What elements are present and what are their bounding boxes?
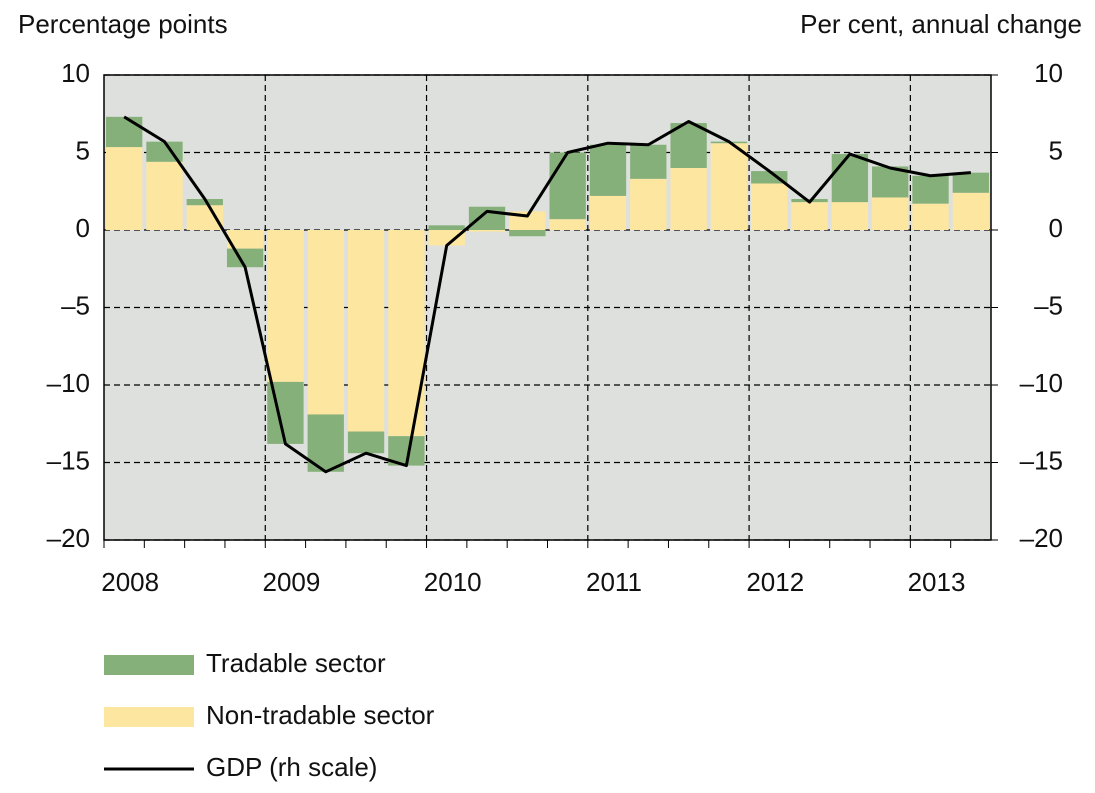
bar (872, 197, 909, 230)
x-tick-label: 2009 (263, 567, 321, 597)
y2-tick-label: –20 (1020, 523, 1063, 553)
x-tick-label: 2012 (746, 567, 804, 597)
y-tick-label: 5 (76, 135, 90, 165)
y-axis-label: Percentage points (18, 9, 228, 39)
legend-label: Non-tradable sector (206, 700, 435, 730)
plot-border (103, 74, 992, 541)
legend-swatch (104, 655, 194, 675)
bar (952, 192, 989, 230)
legend-label: GDP (rh scale) (206, 752, 377, 782)
bar (106, 116, 143, 148)
legend-label: Tradable sector (206, 648, 386, 678)
bar (831, 202, 869, 230)
bar (630, 178, 667, 230)
bar (912, 203, 949, 230)
bar (468, 230, 506, 232)
y-tick-label: –5 (61, 290, 90, 320)
bar (912, 175, 949, 204)
y-tick-label: 0 (76, 213, 90, 243)
y2-tick-label: 0 (1049, 213, 1063, 243)
bar (106, 147, 143, 230)
y2-axis-label: Per cent, annual change (800, 9, 1082, 39)
bar (226, 230, 264, 249)
legend-swatch (104, 707, 194, 727)
bar (307, 230, 344, 415)
x-tick-label: 2010 (424, 567, 482, 597)
bar (589, 195, 627, 230)
y2-tick-label: –15 (1020, 445, 1063, 475)
bar (670, 123, 707, 168)
bar (509, 230, 546, 237)
bar (791, 202, 828, 230)
bar (831, 154, 869, 203)
bar (670, 168, 707, 230)
bar (146, 161, 183, 230)
x-tick-label: 2011 (586, 567, 642, 597)
bar (630, 144, 667, 179)
y-tick-label: –10 (47, 368, 90, 398)
x-tick-label: 2013 (908, 567, 966, 597)
y2-tick-label: –5 (1034, 290, 1063, 320)
x-tick-label: 2008 (101, 567, 159, 597)
y-tick-label: –20 (47, 523, 90, 553)
bar (549, 219, 586, 230)
bar (428, 225, 465, 230)
bar (751, 171, 788, 184)
bar (388, 230, 425, 437)
y2-tick-label: 5 (1049, 135, 1063, 165)
bar (347, 230, 385, 432)
bar (589, 144, 627, 196)
bar (267, 230, 304, 382)
bar (751, 183, 788, 230)
bar (549, 152, 586, 220)
y2-tick-label: –10 (1020, 368, 1063, 398)
bar (186, 199, 223, 206)
y-tick-label: 10 (61, 58, 90, 88)
bar (952, 172, 989, 193)
bar (710, 143, 748, 230)
bar (347, 431, 385, 454)
y-tick-label: –15 (47, 445, 90, 475)
gdp-line (123, 115, 971, 474)
y2-tick-label: 10 (1034, 58, 1063, 88)
bar (428, 230, 465, 246)
